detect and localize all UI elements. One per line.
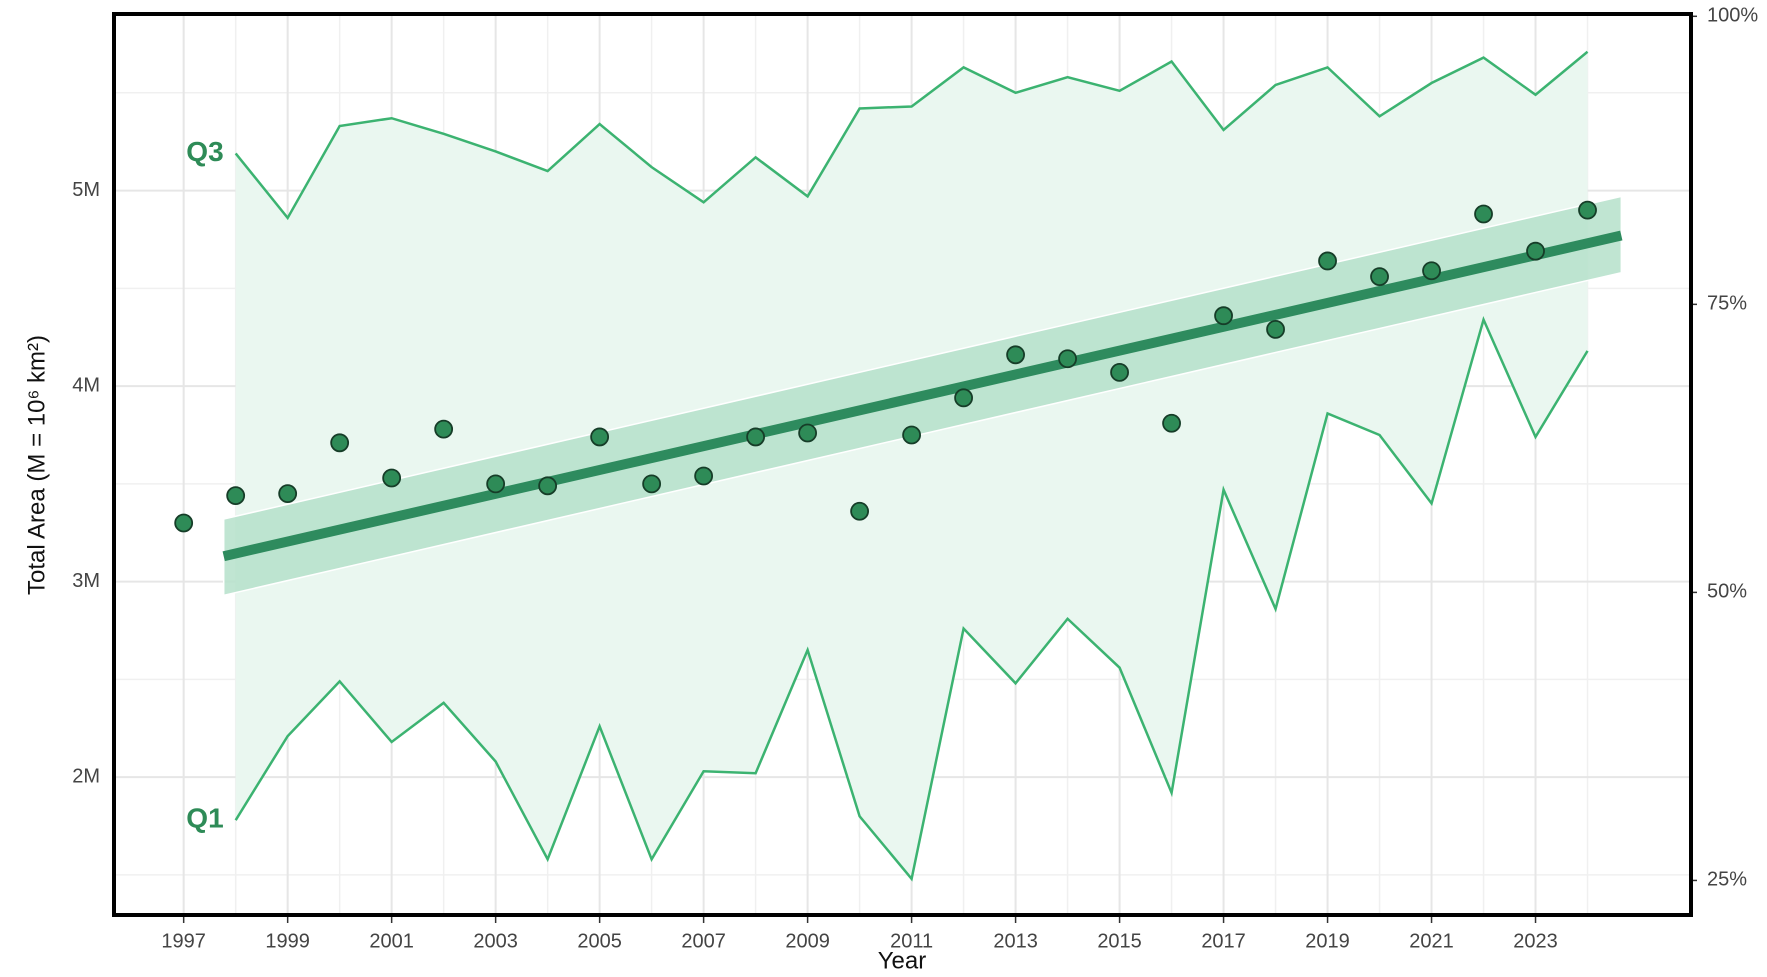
- y-tick-label: 5M: [72, 179, 100, 201]
- data-point: [382, 468, 402, 488]
- y-tick-label: 2M: [72, 765, 100, 787]
- data-point: [798, 423, 818, 443]
- data-point: [1370, 267, 1389, 286]
- x-tick-label: 2017: [1201, 930, 1246, 952]
- x-axis-label: Year: [878, 947, 927, 974]
- data-point: [226, 486, 246, 505]
- data-point: [1110, 363, 1129, 382]
- data-point: [694, 466, 714, 486]
- x-tick-label: 2015: [1097, 930, 1142, 952]
- data-point: [1474, 204, 1493, 224]
- trend-line: [222, 230, 1623, 562]
- data-point: [434, 419, 454, 439]
- iqr-band: [235, 51, 1588, 879]
- data-point: [642, 474, 662, 494]
- data-point: [1422, 261, 1441, 281]
- quartile-line: [234, 50, 1589, 221]
- y-axis-label: Total Area (M = 10⁶ km²): [23, 335, 50, 595]
- data-point: [746, 427, 766, 447]
- data-point: [1266, 319, 1285, 339]
- data-point: [902, 425, 921, 445]
- data-point: [538, 476, 558, 496]
- quartile-line: [234, 315, 1589, 882]
- data-point: [1058, 349, 1077, 369]
- data-point: [850, 501, 870, 521]
- y2-tick-label: 75%: [1707, 293, 1747, 315]
- data-point: [1578, 200, 1597, 220]
- series-label: Q1: [186, 803, 223, 834]
- data-point: [486, 474, 506, 494]
- x-tick-label: 2007: [681, 930, 726, 952]
- data-point: [1214, 306, 1233, 326]
- data-point: [954, 388, 973, 408]
- x-tick-label: 2021: [1409, 930, 1454, 952]
- x-tick-label: 2003: [473, 930, 518, 952]
- y2-tick-label: 50%: [1707, 581, 1747, 603]
- x-tick-label: 2023: [1513, 930, 1558, 952]
- x-tick-label: 2011: [890, 930, 933, 952]
- y-tick-label: 4M: [72, 374, 100, 396]
- y-tick-label: 3M: [72, 570, 100, 592]
- x-tick-label: 2009: [785, 930, 830, 952]
- x-tick-label: 1997: [161, 930, 206, 952]
- series-label: Q3: [186, 136, 223, 167]
- plot-frame: [112, 12, 1693, 917]
- y2-tick-label: 100%: [1707, 5, 1758, 27]
- x-tick-label: 1999: [265, 930, 310, 952]
- data-point: [1162, 413, 1181, 433]
- data-point: [1526, 241, 1545, 261]
- x-tick-label: 2005: [577, 930, 622, 952]
- data-point: [1006, 345, 1025, 365]
- data-point: [330, 433, 350, 453]
- y2-tick-label: 25%: [1707, 869, 1747, 891]
- x-tick-label: 2019: [1305, 930, 1350, 952]
- data-point: [278, 484, 298, 504]
- data-point: [1318, 251, 1337, 271]
- x-tick-label: 2001: [369, 930, 414, 952]
- data-point: [590, 427, 610, 447]
- x-tick-label: 2013: [993, 930, 1038, 952]
- data-point: [174, 513, 194, 533]
